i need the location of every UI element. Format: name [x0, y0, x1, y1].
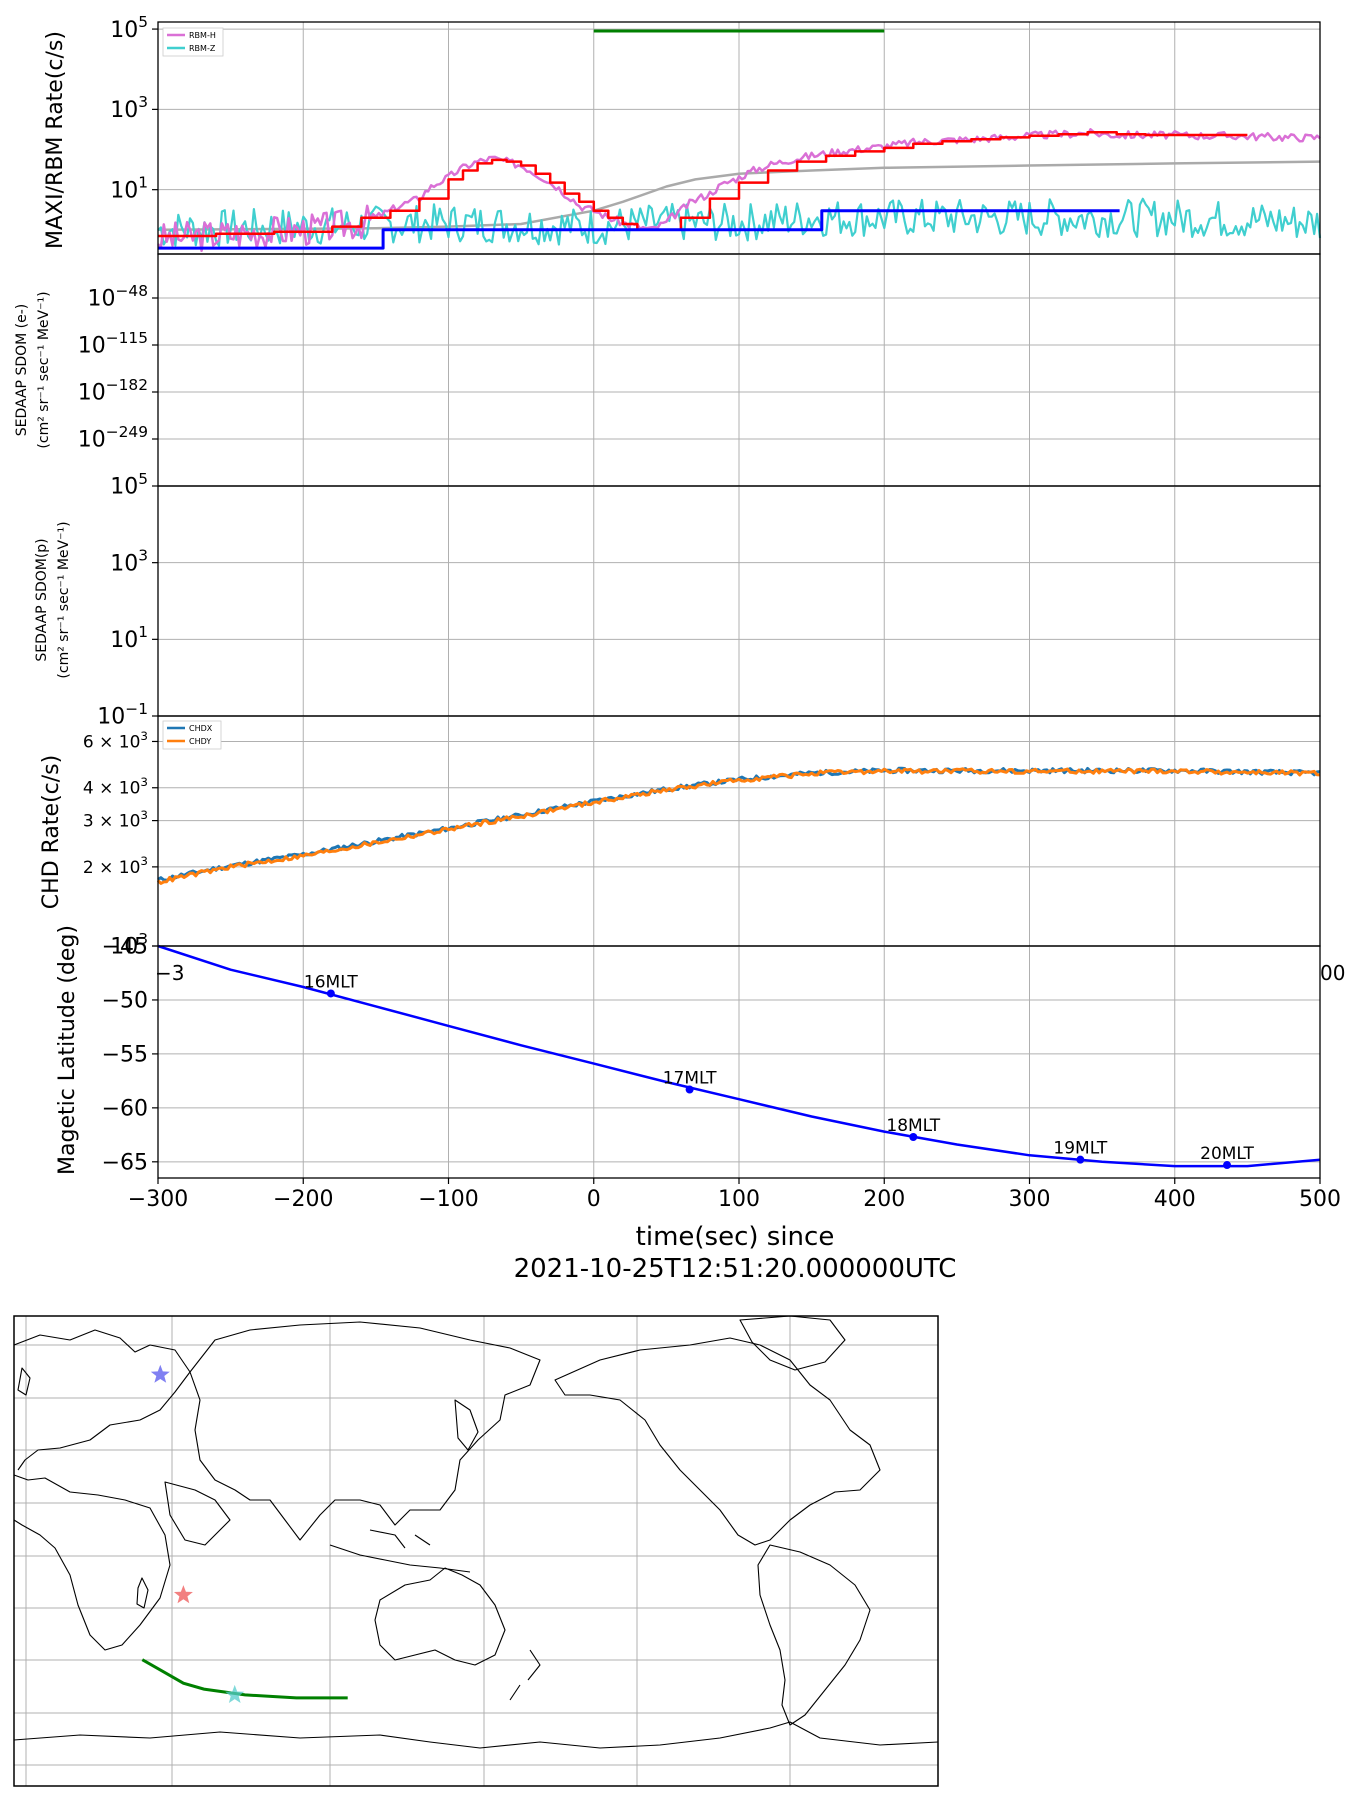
x-tick-label: −100 — [418, 1187, 478, 1212]
y-tick-label: 101 — [110, 173, 148, 203]
y-tick-label: −45 — [102, 935, 148, 960]
rbm-ylabel: MAXI/RBM Rate(c/s) — [43, 31, 68, 249]
y-tick-label: 3 × 103 — [83, 808, 148, 832]
mlt-marker — [1223, 1161, 1232, 1170]
mlt-marker-label: 20MLT — [1200, 1144, 1254, 1164]
rbm-legend: RBM-H RBM-Z — [162, 27, 224, 57]
star-marker — [225, 1684, 245, 1703]
sdom-e-ylabel-line1: SEDAAP SDOM (e-) — [14, 304, 30, 437]
y-tick-label: 10−1 — [97, 700, 148, 730]
y-tick-label: 101 — [110, 623, 148, 653]
y-tick-label: 10−249 — [78, 423, 148, 453]
x-tick-label: 400 — [1154, 1187, 1196, 1212]
coast-north-america — [554, 1337, 881, 1546]
maglat-panel: 16MLT 17MLT 18MLT 19MLT 20MLT −45 −50 −55 −60 −6… — [55, 925, 1341, 1212]
mlt-marker — [326, 989, 335, 998]
maglat-ylabel: Magetic Latitude (deg) — [55, 925, 80, 1175]
y-tick-label: 103 — [110, 930, 148, 960]
y-tick-label: −50 — [102, 989, 148, 1014]
maglat-series: 16MLT 17MLT 18MLT 19MLT 20MLT — [157, 944, 1321, 1170]
sdom-e-grid — [157, 254, 1321, 486]
coast-arabia — [164, 1481, 231, 1546]
coast-madagascar — [136, 1577, 149, 1609]
coast-africa-europe — [13, 1329, 191, 1651]
chd-xtick-partial-right: 00 — [1320, 961, 1345, 985]
rbm-red-step-series — [158, 130, 1248, 238]
sdom-p-y-ticks: 105 103 101 10−1 — [97, 470, 158, 730]
sdom-e-ylabel-line2: (cm² sr⁻¹ sec⁻¹ MeV⁻¹) — [36, 291, 52, 448]
star-marker — [150, 1364, 170, 1383]
mlt-marker — [909, 1132, 918, 1141]
y-tick-label: −55 — [102, 1043, 148, 1068]
maglat-y-ticks: −45 −50 −55 −60 −65 — [102, 935, 158, 1176]
mlt-marker-label: 19MLT — [1053, 1139, 1107, 1159]
coast-new-zealand — [509, 1649, 541, 1701]
sdom-e-panel: 10−48 10−115 10−182 10−249 SEDAAP SDOM (e-)… — [14, 253, 1321, 487]
x-tick-label: 200 — [863, 1187, 905, 1212]
chd-rate-panel: 6 × 103 4 × 103 3 × 103 2 × 103 103 CHD Rate… — [39, 715, 1345, 985]
maglat-x-ticks: −300 −200 −100 0 100 200 300 400 500 — [128, 1178, 1341, 1212]
mlt-marker-label: 17MLT — [663, 1069, 717, 1089]
x-tick-label: 500 — [1299, 1187, 1341, 1212]
coast-japan — [454, 1399, 479, 1451]
legend-chdy: CHDY — [189, 737, 211, 746]
y-tick-label: 103 — [110, 546, 148, 576]
rbm-series — [157, 29, 1322, 253]
star-marker — [173, 1585, 193, 1604]
y-tick-label: 10−48 — [88, 282, 148, 312]
coast-greenland — [739, 1315, 846, 1371]
y-tick-label: 2 × 103 — [83, 854, 148, 878]
rbm-rate-panel: 101 103 105 MAXI/RBM Rate(c/s) RBM-H RBM-Z — [43, 13, 1322, 255]
coast-south-america — [757, 1544, 871, 1726]
world-map — [13, 1315, 939, 1787]
x-tick-label: −300 — [128, 1187, 188, 1212]
y-tick-label: 105 — [110, 13, 148, 43]
chd-series — [156, 766, 1321, 885]
chd-legend: CHDX CHDY — [162, 720, 222, 750]
map-frame — [13, 1315, 939, 1787]
rbm-grey-series — [157, 160, 1321, 232]
legend-rbm-z: RBM-Z — [189, 44, 216, 53]
rbm-h-series — [157, 128, 1321, 253]
mlt-marker — [1076, 1155, 1085, 1164]
y-tick-label: 4 × 103 — [83, 775, 148, 799]
y-tick-label: −65 — [102, 1151, 148, 1176]
legend-rbm-h: RBM-H — [189, 31, 216, 40]
x-axis-label-line1: time(sec) since — [636, 1222, 835, 1252]
y-tick-label: 10−115 — [78, 329, 148, 359]
y-tick-label: −60 — [102, 1097, 148, 1122]
coastlines — [13, 1315, 939, 1749]
x-tick-label: 0 — [587, 1187, 601, 1212]
mlt-marker-label: 18MLT — [886, 1116, 940, 1136]
y-tick-label: 6 × 103 — [83, 729, 148, 753]
chd-ylabel: CHD Rate(c/s) — [39, 755, 64, 909]
y-tick-label: 103 — [110, 93, 148, 123]
x-tick-label: 300 — [1009, 1187, 1051, 1212]
sdom-p-ylabel-line1: SEDAAP SDOM(p) — [34, 538, 50, 661]
rbm-y-ticks: 101 103 105 — [110, 13, 158, 203]
chd-y-ticks: 6 × 103 4 × 103 3 × 103 2 × 103 103 — [83, 729, 158, 960]
legend-chdx: CHDX — [189, 724, 213, 733]
coast-antarctica — [13, 1721, 939, 1749]
chd-grid — [157, 716, 1321, 947]
coast-uk — [17, 1367, 31, 1396]
y-tick-label: 105 — [110, 470, 148, 500]
x-axis-label-line2: 2021-10-25T12:51:20.000000UTC — [514, 1254, 957, 1284]
mlt-marker — [685, 1085, 694, 1094]
maglat-series-line — [157, 944, 1321, 1168]
sdom-p-ylabel-line2: (cm² sr⁻¹ sec⁻¹ MeV⁻¹) — [56, 521, 72, 678]
rbm-blue-step-series — [158, 209, 1120, 250]
chd-xtick-partial-left: −3 — [155, 961, 184, 985]
chdy-series — [156, 767, 1321, 885]
map-stars — [150, 1364, 245, 1703]
sdom-e-y-ticks: 10−48 10−115 10−182 10−249 — [78, 282, 158, 453]
x-tick-label: −200 — [273, 1187, 333, 1212]
x-tick-label: 100 — [718, 1187, 760, 1212]
coast-australia — [374, 1567, 506, 1666]
mlt-marker-label: 16MLT — [304, 972, 358, 992]
coast-asia — [189, 1321, 541, 1541]
y-tick-label: 10−182 — [78, 376, 148, 406]
